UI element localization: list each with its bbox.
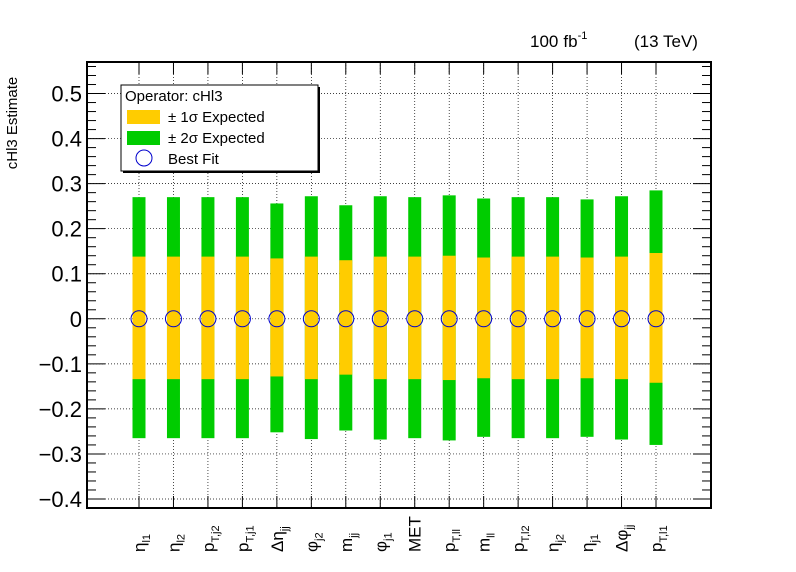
y-axis: 0.5 0.4 0.3 0.2 0.1 0 −0.1 −0.2 −0.3 −0.4 <box>39 66 711 512</box>
one-sigma-band <box>339 260 353 375</box>
x-tick-label: φj2 <box>302 532 325 552</box>
one-sigma-band <box>649 253 663 383</box>
one-sigma-band <box>373 256 387 380</box>
x-tick-label: ηj2 <box>544 534 567 552</box>
best-fit-marker <box>613 310 631 328</box>
best-fit-marker <box>199 310 217 328</box>
one-sigma-band <box>442 255 456 381</box>
one-sigma-band <box>546 256 560 380</box>
best-fit-marker <box>337 310 355 328</box>
one-sigma-band <box>270 258 284 377</box>
one-sigma-band <box>580 257 594 379</box>
y-tick-label: −0.1 <box>39 352 82 377</box>
best-fit-marker <box>647 310 665 328</box>
x-tick-label: pT,l2 <box>509 525 532 552</box>
y-tick-label: 0 <box>70 307 82 332</box>
best-fit-marker <box>371 310 389 328</box>
x-tick-label: ηl2 <box>164 534 187 552</box>
legend-entry-best-fit: Best Fit <box>168 151 220 168</box>
y-tick-label: 0.5 <box>51 82 82 107</box>
data-bars <box>130 190 665 445</box>
one-sigma-band <box>477 257 491 379</box>
best-fit-marker <box>440 310 458 328</box>
one-sigma-band <box>408 256 422 380</box>
x-tick-label: ηl1 <box>130 534 153 552</box>
y-tick-label: 0.3 <box>51 172 82 197</box>
y-tick-label: 0.1 <box>51 262 82 287</box>
legend-title: Operator: cHl3 <box>125 88 223 105</box>
one-sigma-band <box>615 256 629 380</box>
legend-swatch-one-sigma <box>127 110 160 124</box>
legend-entry-one-sigma: ± 1σ Expected <box>168 109 265 126</box>
y-tick-label: 0.4 <box>51 127 82 152</box>
x-tick-label: Δφjj <box>613 525 636 552</box>
legend-marker-best-fit <box>135 149 153 167</box>
legend: Operator: cHl3 ± 1σ Expected ± 2σ Expect… <box>120 84 320 173</box>
luminosity-label: 100 fb-1 <box>530 30 587 51</box>
x-tick-label: ηj1 <box>578 534 601 552</box>
x-tick-label: MET <box>406 516 425 552</box>
best-fit-marker <box>406 310 424 328</box>
luminosity-exponent: -1 <box>578 30 588 42</box>
best-fit-marker <box>475 310 493 328</box>
best-fit-marker <box>268 310 286 328</box>
one-sigma-band <box>511 256 525 380</box>
x-axis: ηl1 ηl2 pT,j2 pT,j1 Δηjj φj2 mjj φj1 MET pT,ll mll… <box>130 62 670 552</box>
best-fit-marker <box>130 310 148 328</box>
x-tick-label: pT,j1 <box>233 525 256 552</box>
x-tick-label: pT,l1 <box>647 525 670 552</box>
one-sigma-band <box>132 256 146 380</box>
y-tick-label: −0.4 <box>39 487 82 512</box>
plot-area-border <box>86 61 712 509</box>
x-tick-label: pT,j2 <box>199 525 222 552</box>
y-tick-label: −0.3 <box>39 442 82 467</box>
x-tick-label: mll <box>475 533 498 552</box>
luminosity-unit: fb <box>563 32 577 51</box>
one-sigma-band <box>235 256 249 380</box>
luminosity-value: 100 <box>530 32 558 51</box>
x-tick-label: φj1 <box>371 532 394 552</box>
best-fit-marker <box>578 310 596 328</box>
legend-entry-two-sigma: ± 2σ Expected <box>168 130 265 147</box>
legend-shadow-bottom <box>123 171 320 173</box>
one-sigma-band <box>201 256 215 380</box>
best-fit-marker <box>302 310 320 328</box>
one-sigma-band <box>166 256 180 380</box>
best-fit-marker <box>509 310 527 328</box>
legend-swatch-two-sigma <box>127 131 160 145</box>
y-axis-title: cHl3 Estimate <box>4 77 21 170</box>
best-fit-marker <box>164 310 182 328</box>
x-tick-label: Δηjj <box>268 526 291 552</box>
x-tick-label: pT,ll <box>440 529 463 552</box>
x-tick-label: mjj <box>337 533 360 552</box>
y-tick-label: −0.2 <box>39 397 82 422</box>
legend-shadow-right <box>318 87 320 173</box>
energy-label: (13 TeV) <box>634 32 698 51</box>
one-sigma-band <box>304 256 318 380</box>
plot-frame <box>86 61 712 509</box>
y-tick-label: 0.2 <box>51 217 82 242</box>
best-fit-marker <box>233 310 251 328</box>
best-fit-marker <box>544 310 562 328</box>
